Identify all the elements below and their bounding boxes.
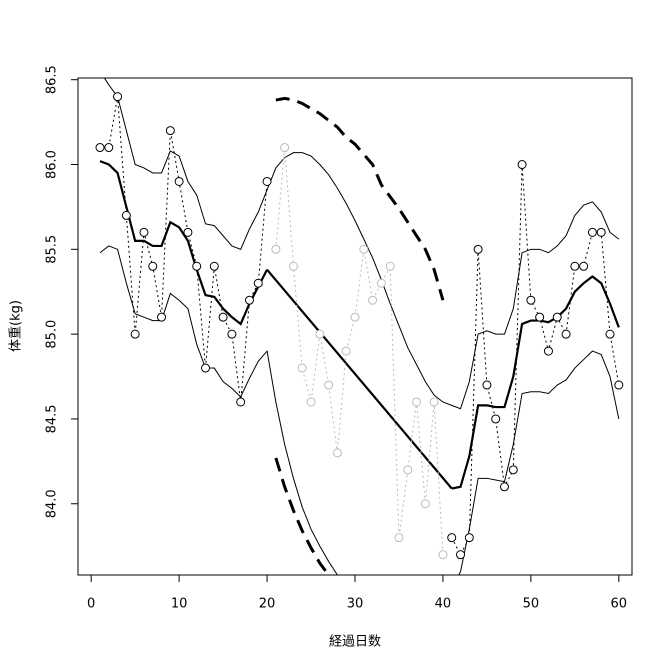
data-point	[605, 329, 615, 339]
series-line	[99, 160, 620, 490]
data-point	[499, 482, 509, 492]
data-point	[429, 397, 439, 407]
data-point	[209, 261, 219, 271]
data-point	[148, 261, 158, 271]
x-tick-label: 10	[171, 597, 188, 612]
data-point	[350, 312, 360, 322]
data-point	[517, 160, 527, 170]
data-point	[341, 346, 351, 356]
data-point	[394, 533, 404, 543]
data-point	[271, 244, 281, 254]
data-point	[412, 397, 422, 407]
data-point	[596, 227, 606, 237]
data-point	[403, 465, 413, 475]
series-line	[275, 96, 445, 301]
data-point	[244, 295, 254, 305]
data-point	[218, 312, 228, 322]
data-point	[368, 295, 378, 305]
x-tick-label: 30	[347, 597, 364, 612]
y-tick-label: 86.5	[45, 65, 60, 94]
data-point	[508, 465, 518, 475]
data-point	[447, 533, 457, 543]
data-point	[614, 380, 624, 390]
data-point	[227, 329, 237, 339]
x-tick-label: 0	[87, 597, 95, 612]
data-point	[104, 143, 114, 153]
data-point	[526, 295, 536, 305]
data-point	[306, 397, 316, 407]
x-axis-label: 経過日数	[329, 635, 381, 650]
data-point	[139, 227, 149, 237]
x-tick-label: 60	[611, 597, 628, 612]
data-point	[579, 261, 589, 271]
y-tick-label: 84.0	[45, 489, 60, 518]
x-tick-label: 20	[259, 597, 276, 612]
data-point	[491, 414, 501, 424]
data-point	[113, 92, 123, 102]
data-point	[95, 143, 105, 153]
y-tick-label: 85.0	[45, 320, 60, 349]
data-point	[174, 176, 184, 186]
data-point	[253, 278, 263, 288]
data-point	[288, 261, 298, 271]
data-point	[165, 126, 175, 136]
data-point	[262, 176, 272, 186]
data-point	[561, 329, 571, 339]
data-point	[157, 312, 167, 322]
data-point	[438, 550, 448, 560]
series-line	[274, 457, 330, 575]
data-point	[201, 363, 211, 373]
series-line	[103, 78, 620, 410]
data-point	[192, 261, 202, 271]
data-point	[376, 278, 386, 288]
data-point	[456, 550, 466, 560]
data-point	[385, 261, 395, 271]
data-point	[324, 380, 334, 390]
series-line	[99, 245, 620, 575]
data-point	[315, 329, 325, 339]
data-point	[552, 312, 562, 322]
data-point	[121, 210, 131, 220]
data-point	[482, 380, 492, 390]
x-tick-label: 50	[523, 597, 540, 612]
y-tick-label: 86.0	[45, 150, 60, 179]
data-point	[570, 261, 580, 271]
data-point	[280, 143, 290, 153]
data-point	[359, 244, 369, 254]
data-point	[473, 244, 483, 254]
data-point	[130, 329, 140, 339]
data-point	[332, 448, 342, 458]
data-point	[236, 397, 246, 407]
data-point	[183, 227, 193, 237]
plot-area	[95, 78, 624, 575]
connector-line	[99, 96, 620, 556]
y-tick-label: 84.5	[45, 404, 60, 433]
connector-line	[275, 147, 444, 555]
data-point	[297, 363, 307, 373]
data-point	[587, 227, 597, 237]
y-axis-label: 体重(kg)	[8, 300, 24, 352]
data-point	[543, 346, 553, 356]
data-point	[535, 312, 545, 322]
y-tick-label: 85.5	[45, 235, 60, 264]
x-tick-label: 40	[435, 597, 452, 612]
data-point	[464, 533, 474, 543]
plot-frame	[77, 77, 633, 576]
data-point	[420, 499, 430, 509]
